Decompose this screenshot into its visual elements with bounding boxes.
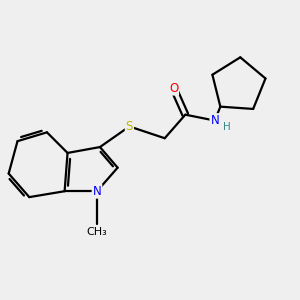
Text: N: N	[210, 114, 219, 127]
Text: S: S	[126, 120, 133, 133]
Text: N: N	[93, 185, 101, 198]
Text: H: H	[223, 122, 231, 132]
Text: O: O	[169, 82, 178, 95]
Text: CH₃: CH₃	[87, 227, 107, 237]
